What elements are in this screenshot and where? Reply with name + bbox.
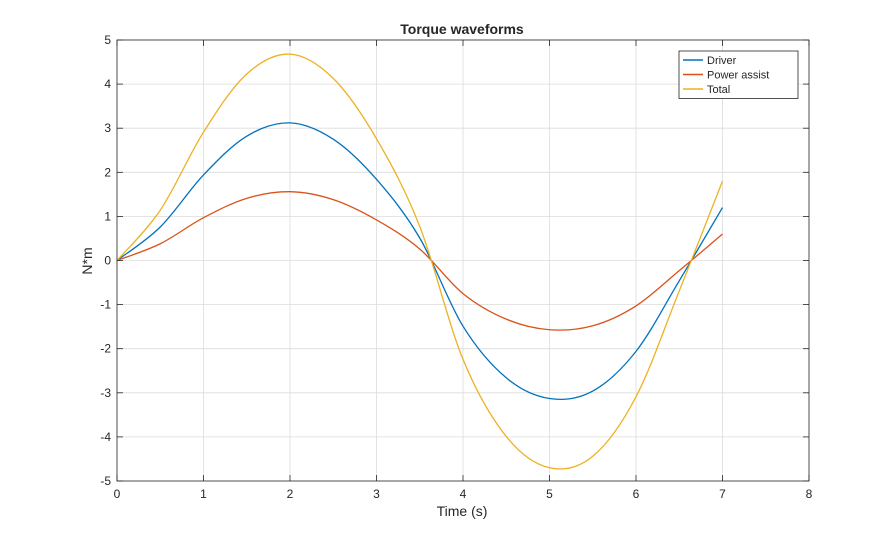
y-tick-label: -4	[100, 430, 111, 444]
legend-label: Driver	[707, 55, 737, 67]
y-tick-label: 0	[104, 254, 111, 268]
legend-label: Total	[707, 84, 730, 96]
y-tick-labels: -5 -4 -3 -2 -1 0 1 2 3 4 5	[100, 33, 111, 488]
x-tick-label: 2	[287, 487, 294, 501]
y-tick-label: -2	[100, 342, 111, 356]
tick-marks	[116, 39, 810, 482]
y-tick-label: 5	[104, 33, 111, 47]
x-tick-label: 5	[546, 487, 553, 501]
series-line-driver	[116, 122, 724, 401]
x-tick-label: 6	[633, 487, 640, 501]
x-tick-label: 4	[460, 487, 467, 501]
x-tick-label: 3	[373, 487, 380, 501]
y-tick-label: 4	[104, 77, 111, 91]
y-tick-label: -1	[100, 298, 111, 312]
x-tick-label: 0	[114, 487, 121, 501]
legend: Driver Power assist Total	[678, 50, 799, 99]
series-lines	[116, 53, 724, 470]
x-tick-label: 1	[200, 487, 207, 501]
y-tick-label: -3	[100, 386, 111, 400]
x-tick-label: 8	[806, 487, 813, 501]
y-axis-label: N*m	[79, 247, 95, 274]
series-line-total	[116, 53, 724, 470]
x-axis-label: Time (s)	[437, 503, 488, 519]
x-tick-label: 7	[719, 487, 726, 501]
series-line-power-assist	[116, 191, 723, 331]
x-tick-labels: 0 1 2 3 4 5 6 7 8	[114, 487, 813, 501]
legend-label: Power assist	[707, 70, 769, 82]
chart-title: Torque waveforms	[400, 21, 524, 37]
y-tick-label: 3	[104, 121, 111, 135]
y-tick-label: 2	[104, 165, 111, 179]
y-tick-label: -5	[100, 474, 111, 488]
y-tick-label: 1	[104, 209, 111, 223]
